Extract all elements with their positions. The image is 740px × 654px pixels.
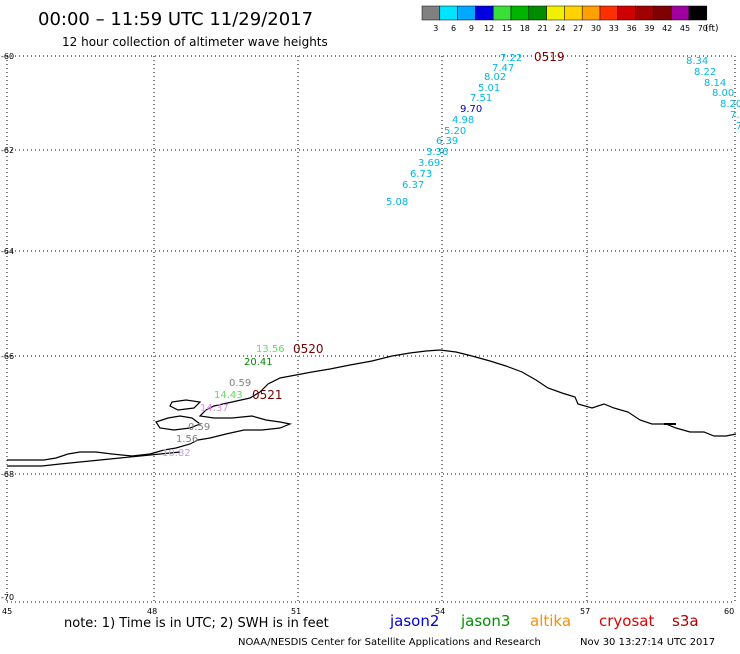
lat-label: -68 bbox=[1, 470, 14, 479]
wave-height-value: 20.41 bbox=[244, 357, 273, 368]
wave-height-value: 8.02 bbox=[484, 72, 506, 83]
satellite-legend-item: jason2 bbox=[389, 612, 439, 630]
scale-label: 21 bbox=[538, 24, 548, 33]
pass-id-0519: 0519 bbox=[534, 50, 565, 64]
scale-swatch bbox=[457, 5, 476, 21]
satellite-legend: jason2 jason3 altika cryosat s3a bbox=[389, 612, 699, 630]
lon-label: 54 bbox=[435, 607, 445, 616]
map-grid bbox=[6, 55, 736, 603]
scale-swatch bbox=[439, 5, 458, 21]
wave-height-value: 8.20 bbox=[720, 99, 740, 110]
time-range-title: 00:00 – 11:59 UTC 11/29/2017 bbox=[38, 9, 313, 30]
color-scale-legend: 3 6 9 12 15 18 21 24 27 30 33 36 39 42 45 70 bbox=[421, 5, 708, 33]
scale-swatch bbox=[653, 5, 672, 21]
scale-swatch bbox=[492, 5, 512, 21]
wave-height-value: 9.70 bbox=[460, 104, 482, 115]
wave-height-value: 14.37 bbox=[200, 403, 229, 414]
wave-height-value: 1.56 bbox=[176, 434, 198, 445]
subtitle: 12 hour collection of altimeter wave hei… bbox=[62, 35, 328, 49]
wave-height-value: 10.82 bbox=[162, 448, 191, 459]
scale-swatch bbox=[599, 5, 619, 21]
scale-swatch bbox=[510, 5, 530, 21]
scale-swatch bbox=[528, 5, 547, 21]
longitude-labels: 45 48 51 54 57 60 bbox=[2, 607, 734, 616]
wave-height-value: 8.00 bbox=[712, 88, 734, 99]
scale-label: 24 bbox=[555, 24, 565, 33]
scale-swatch bbox=[475, 5, 494, 21]
scale-label: 45 bbox=[680, 24, 690, 33]
lat-label: -70 bbox=[1, 593, 14, 602]
satellite-legend-item: cryosat bbox=[599, 612, 654, 630]
footer-note: note: 1) Time is in UTC; 2) SWH is in fe… bbox=[64, 616, 329, 631]
scale-swatch bbox=[564, 5, 583, 21]
wave-height-value: 6.37 bbox=[402, 180, 424, 191]
lat-label: -62 bbox=[1, 146, 14, 155]
wave-height-value: 0.59 bbox=[188, 422, 210, 433]
wave-height-value: 3.36 bbox=[426, 147, 448, 158]
scale-label: 15 bbox=[502, 24, 512, 33]
scale-label: 39 bbox=[644, 24, 654, 33]
scale-label: 27 bbox=[573, 24, 583, 33]
scale-label: 6 bbox=[451, 24, 456, 33]
scale-swatch bbox=[421, 5, 441, 21]
scale-label: 70 bbox=[698, 24, 708, 33]
satellite-legend-item: altika bbox=[530, 612, 571, 630]
wave-height-value: 3.69 bbox=[418, 158, 440, 169]
wave-height-value: 7.51 bbox=[470, 93, 492, 104]
lon-label: 51 bbox=[291, 607, 301, 616]
scale-unit-label: (ft) bbox=[705, 24, 719, 34]
scale-label: 9 bbox=[469, 24, 474, 33]
wave-height-value: 8.22 bbox=[694, 67, 716, 78]
satellite-legend-item: s3a bbox=[672, 612, 699, 630]
wave-height-value: 14.43 bbox=[214, 390, 243, 401]
wave-height-value: 5.20 bbox=[444, 126, 466, 137]
footer-timestamp: Nov 30 13:27:14 UTC 2017 bbox=[580, 637, 715, 648]
scale-label: 30 bbox=[591, 24, 601, 33]
wave-height-value: 13.56 bbox=[256, 344, 285, 355]
scale-label: 12 bbox=[484, 24, 494, 33]
scale-label: 36 bbox=[627, 24, 637, 33]
pass-id-0521: 0521 bbox=[252, 388, 283, 402]
scale-swatch bbox=[546, 5, 565, 21]
wave-height-value: 4.98 bbox=[452, 115, 474, 126]
wave-height-value: 8.14 bbox=[704, 78, 726, 89]
scale-label: 33 bbox=[609, 24, 619, 33]
scale-swatch bbox=[670, 5, 690, 21]
scale-swatch bbox=[635, 5, 654, 21]
scale-label: 42 bbox=[662, 24, 672, 33]
latitude-labels: -60 -62 -64 -66 -68 -70 bbox=[1, 52, 14, 602]
wave-height-value: 0.59 bbox=[229, 378, 251, 389]
pass-ids: 0519 0520 0521 bbox=[252, 50, 565, 402]
lat-label: -66 bbox=[1, 352, 14, 361]
lon-label: 60 bbox=[724, 607, 734, 616]
scale-label: 18 bbox=[520, 24, 530, 33]
lat-label: -64 bbox=[1, 247, 14, 256]
coastline bbox=[7, 349, 737, 467]
lon-label: 48 bbox=[147, 607, 157, 616]
lat-label: -60 bbox=[1, 52, 14, 61]
scale-swatch bbox=[617, 5, 636, 21]
lon-label: 57 bbox=[580, 607, 590, 616]
lon-label: 45 bbox=[2, 607, 12, 616]
wave-height-value: 6.39 bbox=[436, 136, 458, 147]
satellite-legend-item: jason3 bbox=[460, 612, 510, 630]
wave-height-value: 5.08 bbox=[386, 197, 408, 208]
wave-height-value: 7 bbox=[736, 121, 740, 132]
credit-text: NOAA/NESDIS Center for Satellite Applica… bbox=[238, 637, 541, 648]
scale-label: 3 bbox=[433, 24, 438, 33]
wave-height-value: 6.73 bbox=[410, 169, 432, 180]
scale-swatch bbox=[688, 5, 708, 21]
wave-height-value: 7.47 bbox=[492, 63, 514, 74]
wave-height-value: 8.34 bbox=[686, 56, 708, 67]
pass-id-0520: 0520 bbox=[293, 342, 324, 356]
wave-height-values: 7.227.478.025.017.519.704.985.206.393.36… bbox=[162, 53, 740, 459]
scale-swatch bbox=[581, 5, 601, 21]
wave-height-value: 7.9 bbox=[730, 110, 740, 121]
wave-height-value: 5.01 bbox=[478, 83, 500, 94]
wave-height-value: 7.22 bbox=[500, 53, 522, 64]
